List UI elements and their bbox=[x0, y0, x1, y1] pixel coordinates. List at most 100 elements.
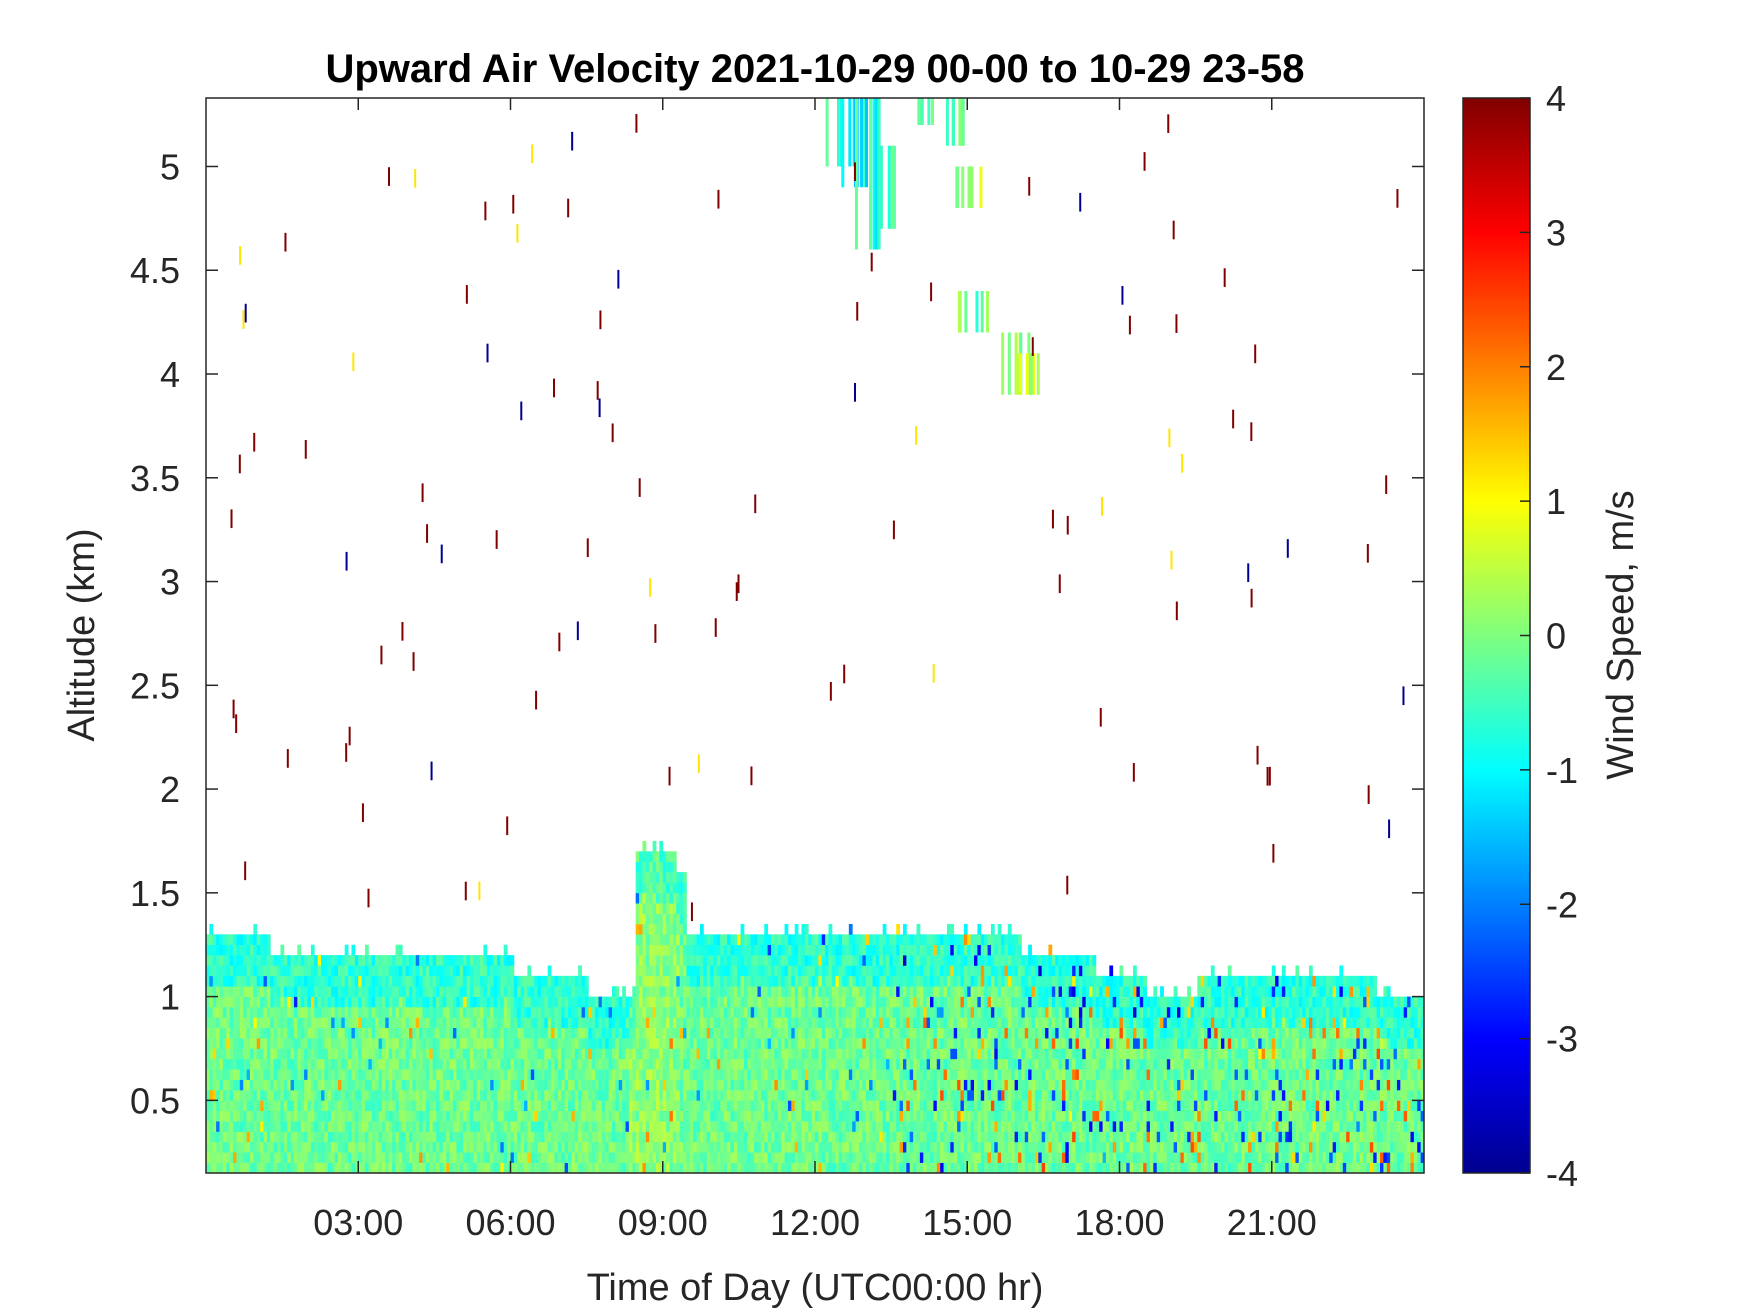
heatmap-cell bbox=[449, 1038, 454, 1049]
heatmap-cell bbox=[442, 1089, 447, 1101]
heatmap-cell bbox=[771, 1131, 775, 1143]
heatmap-cell bbox=[804, 1141, 809, 1153]
heatmap-cell bbox=[855, 1027, 860, 1039]
heatmap-cell bbox=[446, 1162, 450, 1173]
heatmap-cell bbox=[635, 903, 640, 914]
heatmap-cell bbox=[212, 955, 217, 966]
heatmap-cell bbox=[757, 955, 762, 966]
heatmap-cell bbox=[310, 1121, 315, 1132]
heatmap-cell bbox=[784, 1006, 789, 1018]
heatmap-cell bbox=[256, 1048, 261, 1060]
heatmap-cell bbox=[733, 1131, 738, 1143]
heatmap-cell bbox=[760, 1079, 765, 1091]
heatmap-cell bbox=[480, 955, 484, 966]
heatmap-cell bbox=[246, 1017, 251, 1029]
heatmap-cell bbox=[845, 986, 850, 997]
heatmap-cell bbox=[940, 1131, 944, 1143]
heatmap-cell bbox=[754, 1121, 758, 1132]
heatmap-cell bbox=[493, 1027, 498, 1039]
heatmap-cell bbox=[402, 1152, 407, 1163]
heatmap-cell bbox=[848, 1048, 853, 1060]
heatmap-cell bbox=[815, 1162, 819, 1173]
heatmap-cell bbox=[310, 1006, 315, 1018]
heatmap-cell bbox=[229, 1110, 234, 1122]
heatmap-cell bbox=[862, 1141, 867, 1153]
heatmap-cell bbox=[953, 996, 958, 1008]
heatmap-cell bbox=[480, 1110, 484, 1122]
heatmap-cell bbox=[750, 944, 755, 956]
heatmap-cell bbox=[605, 1038, 610, 1049]
heatmap-cell bbox=[283, 1121, 288, 1132]
heatmap-cell bbox=[642, 955, 647, 966]
heatmap-cell bbox=[828, 1152, 833, 1163]
heatmap-cell bbox=[469, 1089, 474, 1101]
heatmap-cell bbox=[794, 1006, 799, 1018]
heatmap-cell bbox=[348, 986, 352, 997]
heatmap-cell bbox=[882, 1110, 887, 1122]
heatmap-cell bbox=[875, 1100, 880, 1112]
heatmap-cell bbox=[493, 1152, 498, 1163]
heatmap-cell bbox=[500, 975, 505, 987]
heatmap-cell bbox=[341, 1069, 346, 1080]
heatmap-cell bbox=[791, 996, 796, 1008]
heatmap-cell bbox=[365, 1038, 369, 1049]
heatmap-cell bbox=[743, 1027, 748, 1039]
heatmap-cell bbox=[351, 1141, 356, 1153]
heatmap-cell bbox=[425, 1069, 430, 1080]
heatmap-cell bbox=[422, 1048, 427, 1060]
heatmap-cell bbox=[902, 1141, 907, 1153]
heatmap-cell bbox=[341, 1110, 346, 1122]
heatmap-cell bbox=[693, 934, 697, 946]
heatmap-cell bbox=[540, 1069, 545, 1080]
heatmap-cell bbox=[615, 1121, 620, 1132]
heatmap-cell bbox=[760, 1100, 765, 1112]
heatmap-cell bbox=[821, 1110, 826, 1122]
heatmap-cell bbox=[557, 1069, 562, 1080]
heatmap-cell bbox=[402, 1131, 407, 1143]
heatmap-cell bbox=[699, 1079, 704, 1091]
heatmap-cell bbox=[395, 1048, 400, 1060]
heatmap-cell bbox=[588, 1162, 593, 1173]
heatmap-cell bbox=[625, 1152, 630, 1163]
heatmap-cell bbox=[764, 1162, 769, 1173]
heatmap-cell bbox=[754, 955, 758, 966]
heatmap-cell bbox=[260, 1110, 264, 1122]
heatmap-cell bbox=[727, 1006, 731, 1018]
heatmap-cell bbox=[628, 1017, 633, 1029]
heatmap-cell bbox=[280, 1121, 285, 1132]
heatmap-cell bbox=[527, 1110, 532, 1122]
heatmap-cell bbox=[933, 1048, 938, 1060]
heatmap-cell bbox=[209, 975, 214, 987]
heatmap-cell bbox=[703, 955, 708, 966]
heatmap-cell bbox=[760, 1006, 765, 1018]
heatmap-cell bbox=[669, 1141, 674, 1153]
heatmap-cell bbox=[608, 1121, 613, 1132]
heatmap-cell bbox=[946, 1110, 951, 1122]
heatmap-cell bbox=[554, 1110, 559, 1122]
heatmap-cell bbox=[300, 1069, 305, 1080]
heatmap-cell bbox=[381, 1069, 386, 1080]
heatmap-cell bbox=[574, 986, 579, 997]
heatmap-cell bbox=[591, 1110, 596, 1122]
heatmap-cell bbox=[561, 1152, 566, 1163]
heatmap-cell bbox=[212, 965, 217, 977]
heatmap-cell bbox=[314, 1038, 319, 1049]
heatmap-cell bbox=[446, 1079, 450, 1091]
heatmap-cell bbox=[919, 1141, 924, 1153]
heatmap-cell bbox=[290, 1121, 295, 1132]
heatmap-cell bbox=[314, 1058, 319, 1070]
heatmap-cell bbox=[547, 1069, 552, 1080]
heatmap-cell bbox=[862, 975, 867, 987]
heatmap-cell bbox=[212, 1006, 217, 1018]
heatmap-cell bbox=[239, 1152, 244, 1163]
heatmap-cell bbox=[209, 934, 214, 946]
heatmap-cell bbox=[324, 1006, 329, 1018]
heatmap-cell bbox=[260, 1162, 264, 1173]
heatmap-cell bbox=[473, 965, 478, 977]
heatmap-cell bbox=[348, 1069, 352, 1080]
heatmap-cell bbox=[331, 1017, 335, 1029]
heatmap-cell bbox=[334, 1131, 339, 1143]
heatmap-cell bbox=[831, 1121, 836, 1132]
heatmap-cell bbox=[608, 1027, 613, 1039]
heatmap-cell bbox=[757, 1089, 762, 1101]
